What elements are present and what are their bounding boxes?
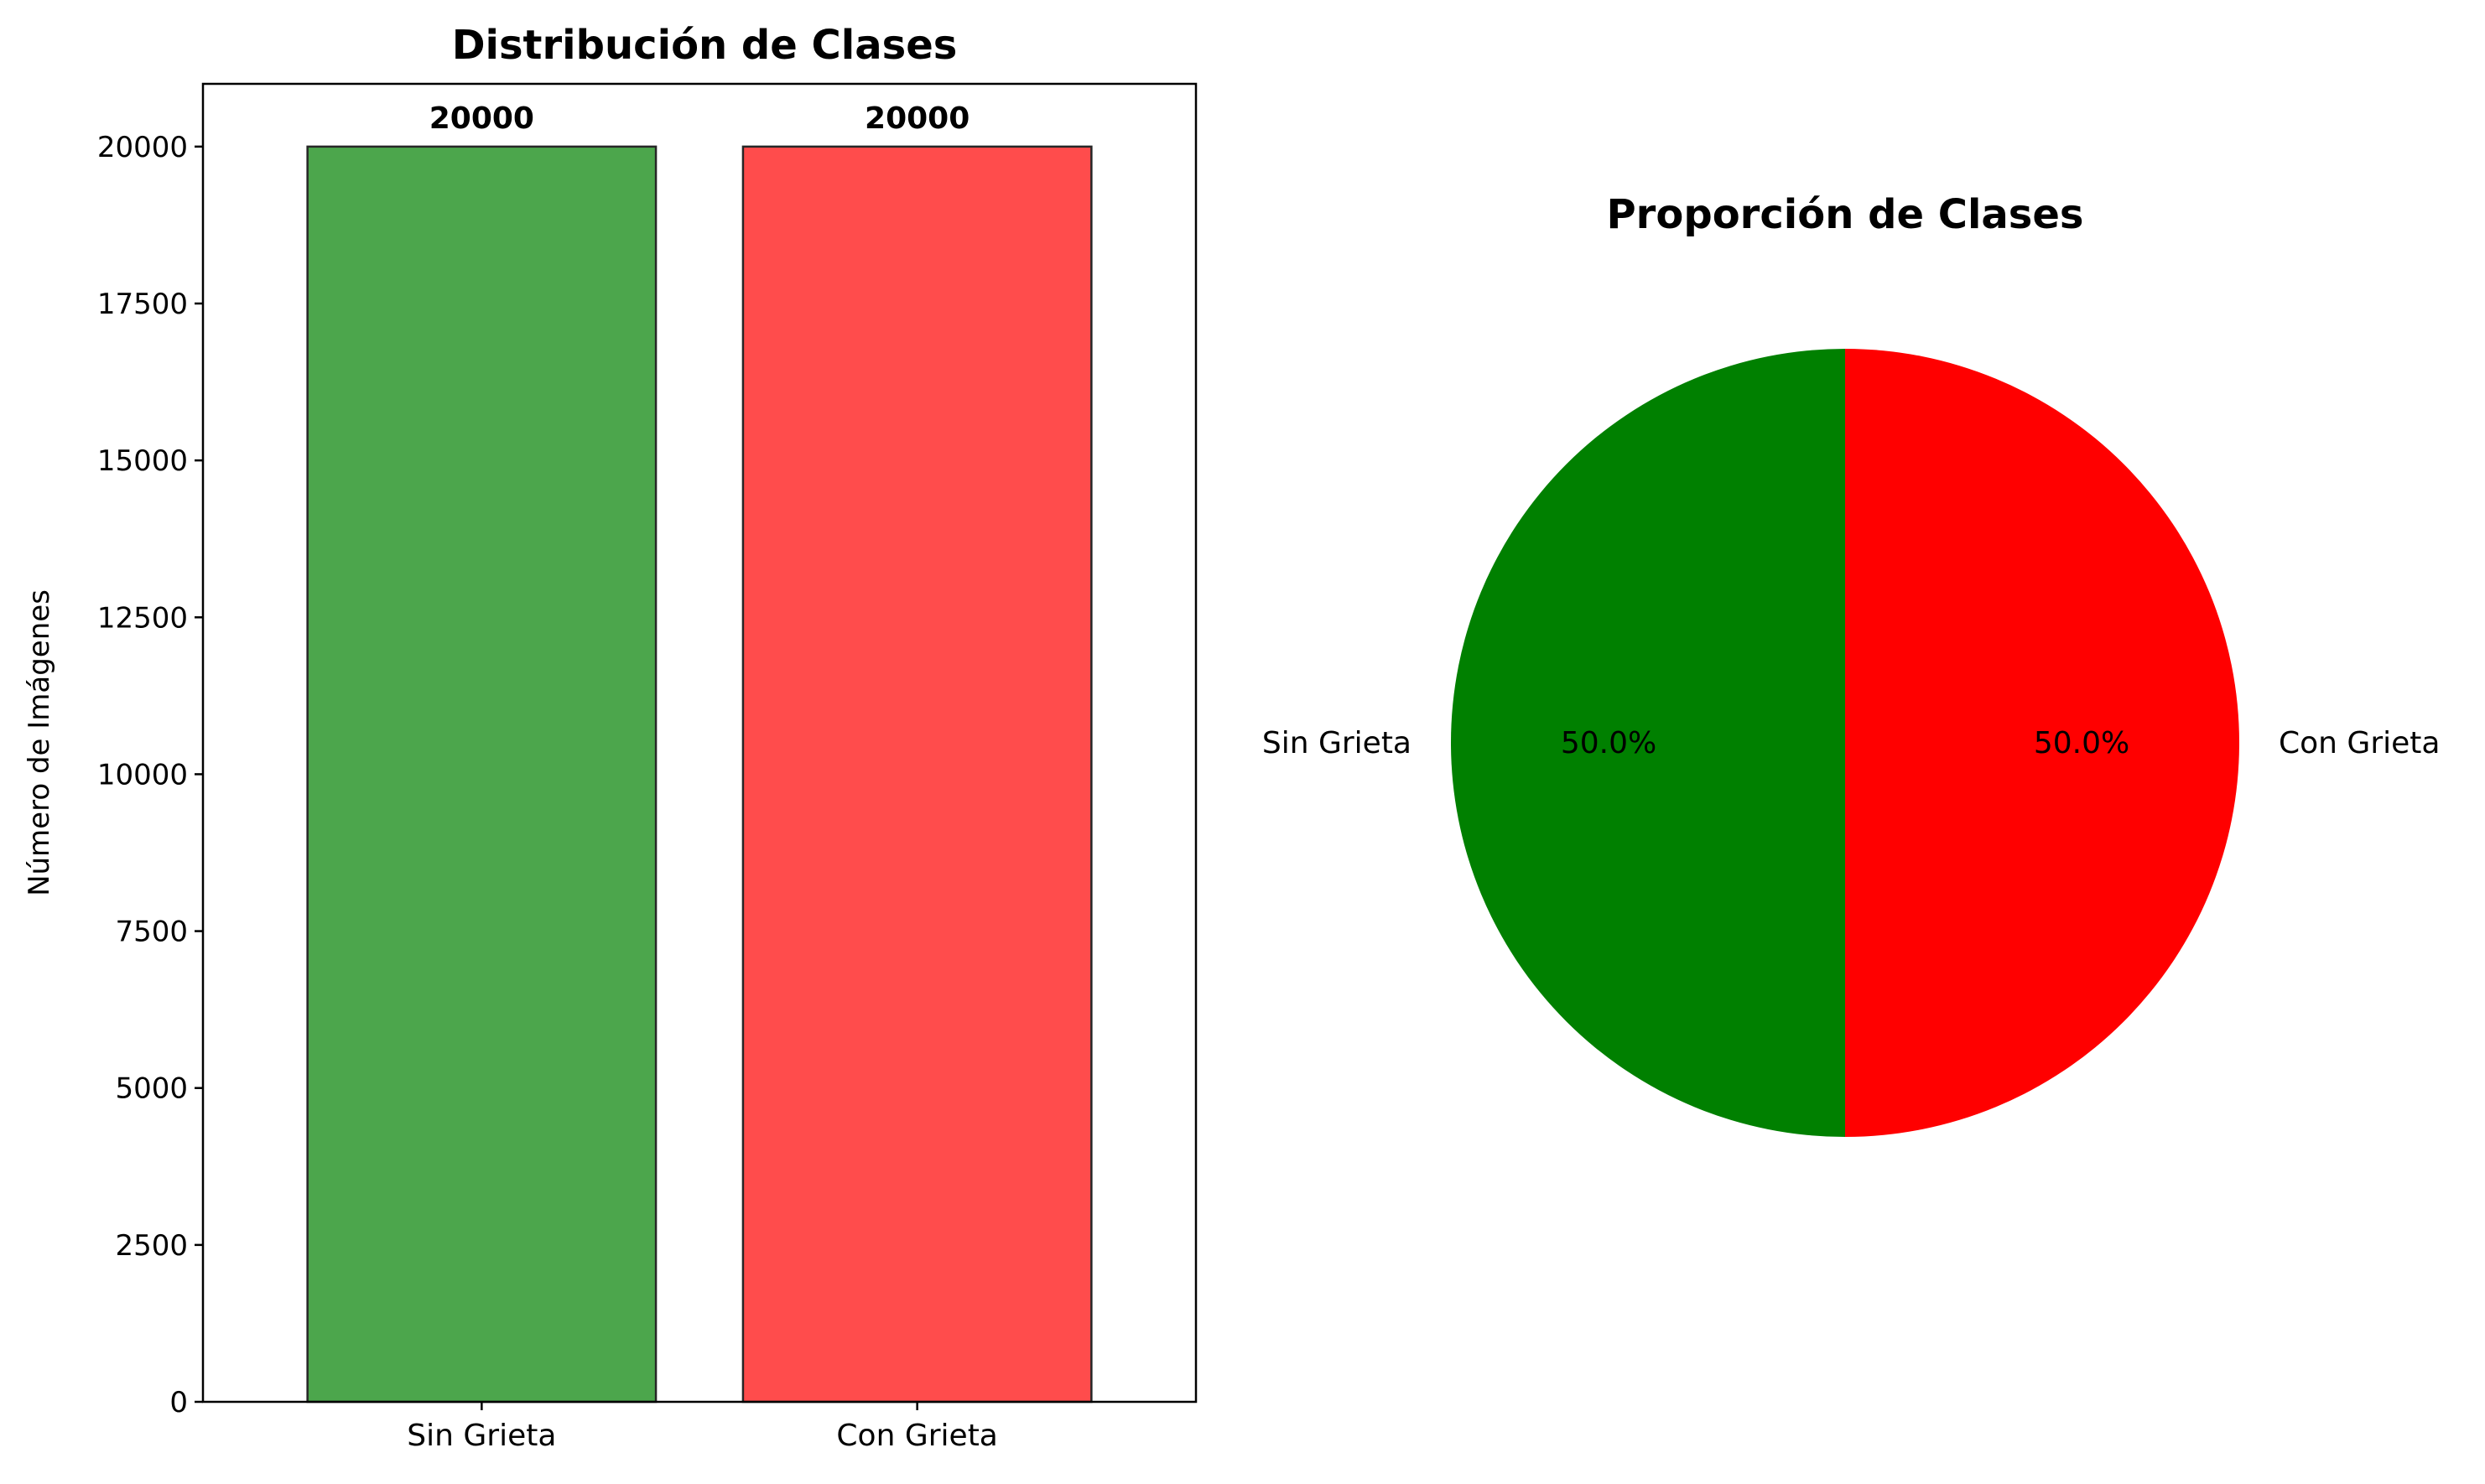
bar-chart-ylabel: Número de Imágenes xyxy=(23,589,56,896)
pie-slice xyxy=(1451,349,1845,1137)
pie-category-label: Con Grieta xyxy=(2279,726,2440,760)
pie-pct-label: 50.0% xyxy=(2034,726,2129,760)
y-tick-label: 12500 xyxy=(97,601,188,635)
bar xyxy=(306,145,658,1404)
y-tick-label: 2500 xyxy=(115,1229,188,1263)
bar-chart-axes-frame xyxy=(201,82,1198,1404)
y-tick-label: 20000 xyxy=(97,131,188,164)
y-tick-label: 7500 xyxy=(115,916,188,949)
pie-chart: Proporción de Clases 50.0%Sin Grieta 50.0… xyxy=(1262,191,2441,1137)
bar xyxy=(741,145,1093,1404)
y-tick-label: 17500 xyxy=(97,288,188,321)
pie-pct-label: 50.0% xyxy=(1561,726,1656,760)
y-tick-label: 5000 xyxy=(115,1072,188,1106)
bar-chart-y-ticks: 0 2500 5000 7500 10000 12500 15000 17500 20000 xyxy=(97,131,203,1419)
bar-data-label: 20000 xyxy=(429,101,534,136)
y-tick-label: 10000 xyxy=(97,758,188,791)
x-tick-label: Con Grieta xyxy=(836,1419,997,1453)
y-tick-label: 0 xyxy=(169,1386,188,1419)
pie-slice xyxy=(1845,349,2239,1137)
x-tick-label: Sin Grieta xyxy=(407,1419,556,1453)
pie-chart-title: Proporción de Clases xyxy=(1607,191,2084,238)
bar-chart-bars xyxy=(306,145,1093,1404)
pie-chart-labels: 50.0% Sin Grieta 50.0% Con Grieta xyxy=(1262,726,2441,760)
bar-chart-data-labels: 20000 20000 xyxy=(429,101,970,136)
bar-chart: Distribución de Clases Número de Imágene… xyxy=(23,22,1198,1453)
y-tick-label: 15000 xyxy=(97,444,188,478)
pie-chart-slices xyxy=(1451,349,2239,1137)
pie-category-label: Sin Grieta xyxy=(1262,726,1411,760)
bar-chart-title: Distribución de Clases xyxy=(452,22,958,69)
bar-chart-x-ticks: Sin Grieta Con Grieta xyxy=(407,1402,998,1453)
bar-data-label: 20000 xyxy=(865,101,970,136)
